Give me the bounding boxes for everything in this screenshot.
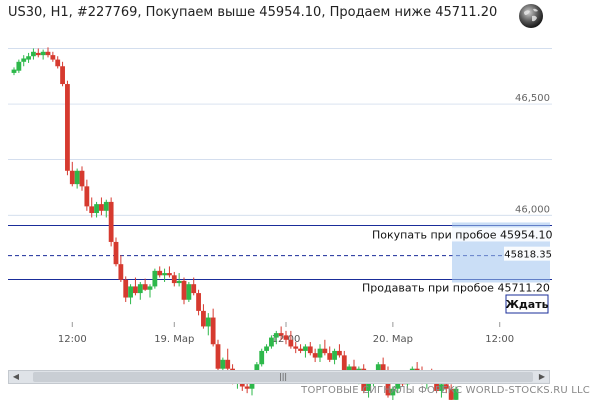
candle-down [337,350,342,356]
candle-down [142,284,148,290]
candle-up [162,273,167,276]
candle-up [259,350,265,365]
candle-up [152,270,158,287]
candle-up [94,204,99,214]
candle-up [26,56,31,60]
candle-down [191,284,197,294]
candle-down [89,206,95,214]
candle-down [288,339,294,347]
candle-down [55,59,61,67]
candle-up [303,346,308,351]
candle-down [341,355,347,371]
candle-up [128,286,133,298]
candle-up [103,201,109,211]
candle-down [322,348,328,354]
candle-down [69,170,75,185]
candle-down [99,204,104,211]
y-tick-label: 46,000 [515,204,550,215]
candle-up [186,284,192,300]
current-price-label: 45818.35 [504,250,552,261]
candle-up [375,364,381,374]
candle-down [283,335,289,340]
footer-credit: ТОРГОВЫЕ СИГНАЛЫ ФОРЕКС WORLD-STOCKS.RU … [301,385,590,396]
candle-down [167,273,172,276]
candle-down [434,379,439,391]
x-tick-label: 12:00 [485,334,514,345]
horizontal-scrollbar[interactable]: ◀ ||| ▶ [8,370,550,384]
scrollbar-thumb[interactable]: ||| [33,372,533,382]
candle-up [317,348,323,358]
x-tick-label: 19. Мар [154,334,194,345]
candle-up [220,359,226,369]
candle-down [448,388,454,400]
candle-up [332,350,337,360]
candle-up [176,280,182,284]
buy-label-bg [366,227,552,242]
candle-down [443,384,449,389]
x-tick-label: 20. Мар [373,334,413,345]
candle-down [278,333,284,336]
candle-down [244,386,250,389]
candle-down [65,84,70,171]
candle-up [16,61,22,71]
candle-up [264,346,269,351]
candle-down [196,293,201,311]
candle-up [269,337,274,347]
candle-down [307,346,313,354]
candle-down [133,286,138,294]
scroll-left-arrow-icon[interactable]: ◀ [12,372,20,381]
y-tick-label: 46,500 [515,93,550,104]
candle-up [273,333,279,338]
candle-down [171,275,177,284]
candle-up [205,317,211,327]
scroll-right-arrow-icon[interactable]: ▶ [538,372,546,381]
candle-down [298,348,303,351]
candle-up [11,69,17,73]
candle-down [380,364,386,371]
wait-badge-label: Ждать [505,298,548,311]
buy-level-label: Покупать при пробое 45954.10 [372,228,552,241]
candle-down [113,241,119,265]
wait-badge-box [505,294,549,314]
candle-up [249,379,255,389]
candle-down [327,353,333,360]
candle-up [147,286,153,290]
candle-down [118,264,124,280]
candle-down [123,279,129,298]
candle-down [35,52,41,56]
candle-down [215,344,221,369]
globe-icon[interactable] [518,3,544,29]
candle-down [50,55,56,60]
candle-down [157,270,163,276]
candle-down [210,317,216,345]
candle-up [137,284,143,294]
candle-down [225,359,231,369]
candle-up [453,388,459,400]
candle-down [312,353,318,358]
candle-down [84,186,90,207]
x-tick-label: 12:00 [58,334,87,345]
chart-title: US30, H1, #227769, Покупаем выше 45954.1… [8,5,498,20]
candle-down [108,201,114,242]
candle-up [40,51,46,56]
current-price-bg [504,246,556,261]
candle-down [60,66,65,85]
candle-up [366,382,371,391]
candle-up [390,388,396,396]
candle-up [439,384,444,391]
candle-down [181,280,187,300]
candle-up [21,58,27,62]
candle-down [79,170,85,187]
grip-icon: ||| [279,372,288,381]
candle-up [346,366,352,371]
sell-level-label: Продавать при пробое 45711.20 [362,281,550,294]
candle-down [45,51,51,56]
candle-down [293,346,299,349]
candle-up [31,51,36,57]
candle-down [201,310,206,327]
candle-up [74,170,80,185]
